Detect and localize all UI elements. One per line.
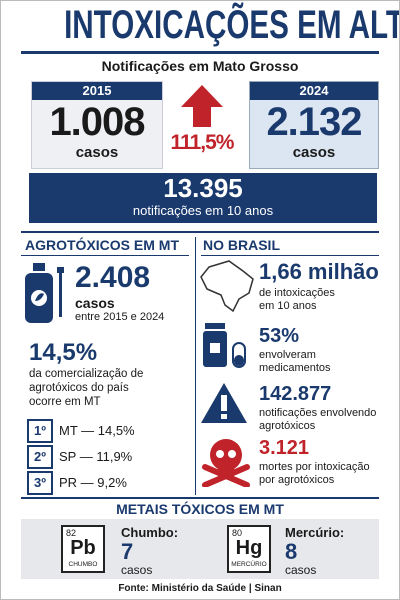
share-text: da comercialização de agrotóxicos do paí… [29, 367, 143, 409]
line: de intoxicações [259, 287, 335, 299]
value: 2.132 [266, 100, 362, 144]
line: envolveram [259, 349, 316, 361]
share-value: 14,5% [29, 339, 98, 366]
item-text: mortes por intoxicação por agrotóxicos [259, 461, 370, 487]
rank-row: 3º PR — 9,2% [27, 471, 187, 495]
title-wrap: INTOXICAÇÕES EM ALTA [1, 3, 399, 48]
metal-label: Chumbo: [121, 525, 179, 540]
rule [21, 255, 189, 256]
mt-heading: AGROTÓXICOS EM MT [25, 237, 179, 253]
rank-row: 2º SP — 11,9% [27, 445, 187, 469]
up-arrow [181, 85, 223, 127]
medicine-icon [203, 323, 246, 368]
box-2024: 2024 2.132 casos [249, 81, 379, 169]
source: Fonte: Ministério da Saúde | Sinan [118, 583, 282, 594]
element-name: CHUMBO [68, 561, 98, 568]
box-2015: 2015 1.008 casos [31, 81, 163, 169]
symbol: Pb [70, 537, 96, 559]
cases-unit: casos [75, 295, 115, 311]
rank-text: PR — 9,2% [59, 475, 127, 490]
metal-value: 7 [121, 539, 134, 564]
line: por agrotóxicos [259, 474, 335, 486]
rank: 3º [27, 471, 53, 495]
element-tile: 82 Pb CHUMBO [61, 525, 105, 573]
rule [21, 231, 379, 233]
metal-unit: casos [285, 563, 317, 577]
line: ocorre em MT [29, 396, 101, 408]
cases-value: 2.408 [75, 261, 151, 294]
rank: 1º [27, 419, 53, 443]
total-band: 13.395 notificações em 10 anos [29, 173, 377, 223]
line: da comercialização de [29, 368, 144, 380]
metal-value: 8 [285, 539, 298, 564]
line: em 10 anos [259, 300, 317, 312]
sprayer-icon [25, 263, 64, 323]
skull-icon [202, 439, 250, 487]
rank-text: SP — 11,9% [59, 449, 133, 464]
line: agrotóxicos do país [29, 382, 129, 394]
item-value: 3.121 [259, 437, 310, 459]
rule [21, 497, 379, 499]
rule [21, 51, 379, 54]
unit: casos [75, 144, 119, 161]
item-value: 1,66 milhão [259, 259, 379, 284]
item-value: 53% [259, 325, 300, 347]
line: notificações envolvendo [259, 407, 377, 419]
metal-unit: casos [121, 563, 153, 577]
cases-period: entre 2015 e 2024 [75, 311, 165, 323]
change: 111,5% [170, 131, 235, 154]
divider [195, 237, 196, 495]
year: 2024 [250, 82, 378, 100]
value: 1.008 [49, 100, 145, 144]
brazil-map-icon [200, 260, 254, 313]
total-caption: notificações em 10 anos [132, 203, 274, 218]
item-value: 142.877 [259, 383, 332, 405]
unit: casos [292, 144, 336, 161]
rank: 2º [27, 445, 53, 469]
subtitle: Notificações em Mato Grosso [101, 58, 299, 74]
atomic-number: 82 [66, 528, 77, 538]
line: medicamentos [259, 362, 331, 374]
metal-label: Mercúrio: [285, 525, 345, 540]
year: 2015 [32, 82, 162, 100]
rule [201, 255, 379, 256]
element-tile: 80 Hg MERCÚRIO [227, 525, 271, 573]
item-text: envolveram medicamentos [259, 349, 331, 375]
metals-heading: METAIS TÓXICOS EM MT [116, 501, 284, 517]
metals-panel: 82 Pb CHUMBO Chumbo: 7 casos 80 Hg MERCÚ… [21, 519, 379, 579]
item-text: de intoxicações em 10 anos [259, 287, 335, 313]
atomic-number: 80 [232, 528, 243, 538]
brasil-heading: NO BRASIL [203, 237, 280, 253]
title: INTOXICAÇÕES EM ALTA [64, 3, 400, 47]
total-value: 13.395 [163, 173, 243, 203]
item-text: notificações envolvendo agrotóxicos [259, 407, 376, 433]
line: agrotóxicos [259, 420, 316, 432]
symbol: Hg [235, 537, 263, 559]
rank-row: 1º MT — 14,5% [27, 419, 187, 443]
rank-text: MT — 14,5% [59, 423, 135, 438]
warning-icon [201, 383, 247, 423]
line: mortes por intoxicação [259, 461, 370, 473]
element-name: MERCÚRIO [231, 561, 267, 568]
ranking: 1º MT — 14,5% 2º SP — 11,9% 3º PR — 9,2% [27, 419, 187, 495]
